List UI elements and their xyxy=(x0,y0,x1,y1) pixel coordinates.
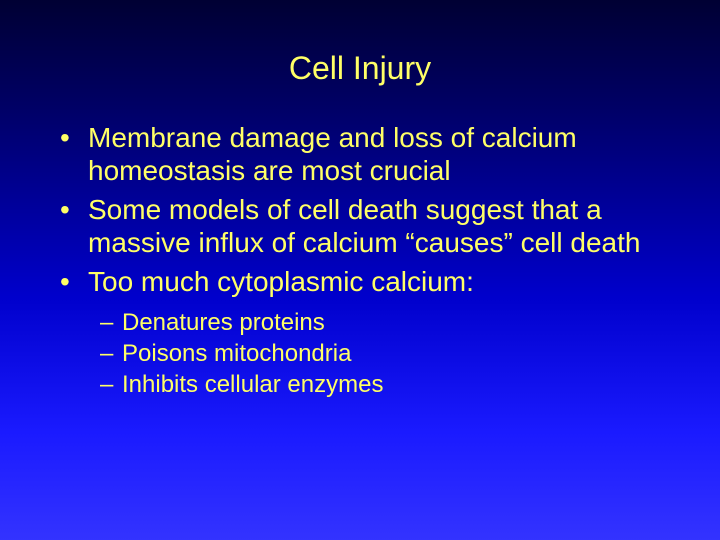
subbullet-list: Denatures proteins Poisons mitochondria … xyxy=(88,308,672,400)
subbullet-item: Inhibits cellular enzymes xyxy=(100,370,672,401)
slide: Cell Injury Membrane damage and loss of … xyxy=(0,0,720,540)
bullet-item: Membrane damage and loss of calcium home… xyxy=(60,121,672,187)
bullet-text: Too much cytoplasmic calcium: xyxy=(88,266,474,297)
bullet-item: Some models of cell death suggest that a… xyxy=(60,193,672,259)
bullet-item: Too much cytoplasmic calcium: Denatures … xyxy=(60,265,672,400)
bullet-list: Membrane damage and loss of calcium home… xyxy=(48,121,672,400)
subbullet-item: Denatures proteins xyxy=(100,308,672,339)
slide-title: Cell Injury xyxy=(48,50,672,87)
subbullet-item: Poisons mitochondria xyxy=(100,339,672,370)
